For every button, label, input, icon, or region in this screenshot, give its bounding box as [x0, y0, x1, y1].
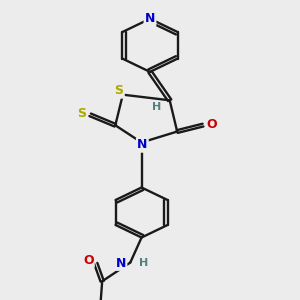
Text: H: H: [152, 102, 162, 112]
Text: S: S: [115, 84, 124, 98]
Text: O: O: [83, 254, 94, 267]
Text: N: N: [116, 256, 126, 270]
Text: S: S: [77, 107, 86, 120]
Text: N: N: [145, 12, 155, 25]
Text: N: N: [137, 139, 148, 152]
Text: O: O: [206, 118, 217, 131]
Text: H: H: [139, 258, 148, 268]
